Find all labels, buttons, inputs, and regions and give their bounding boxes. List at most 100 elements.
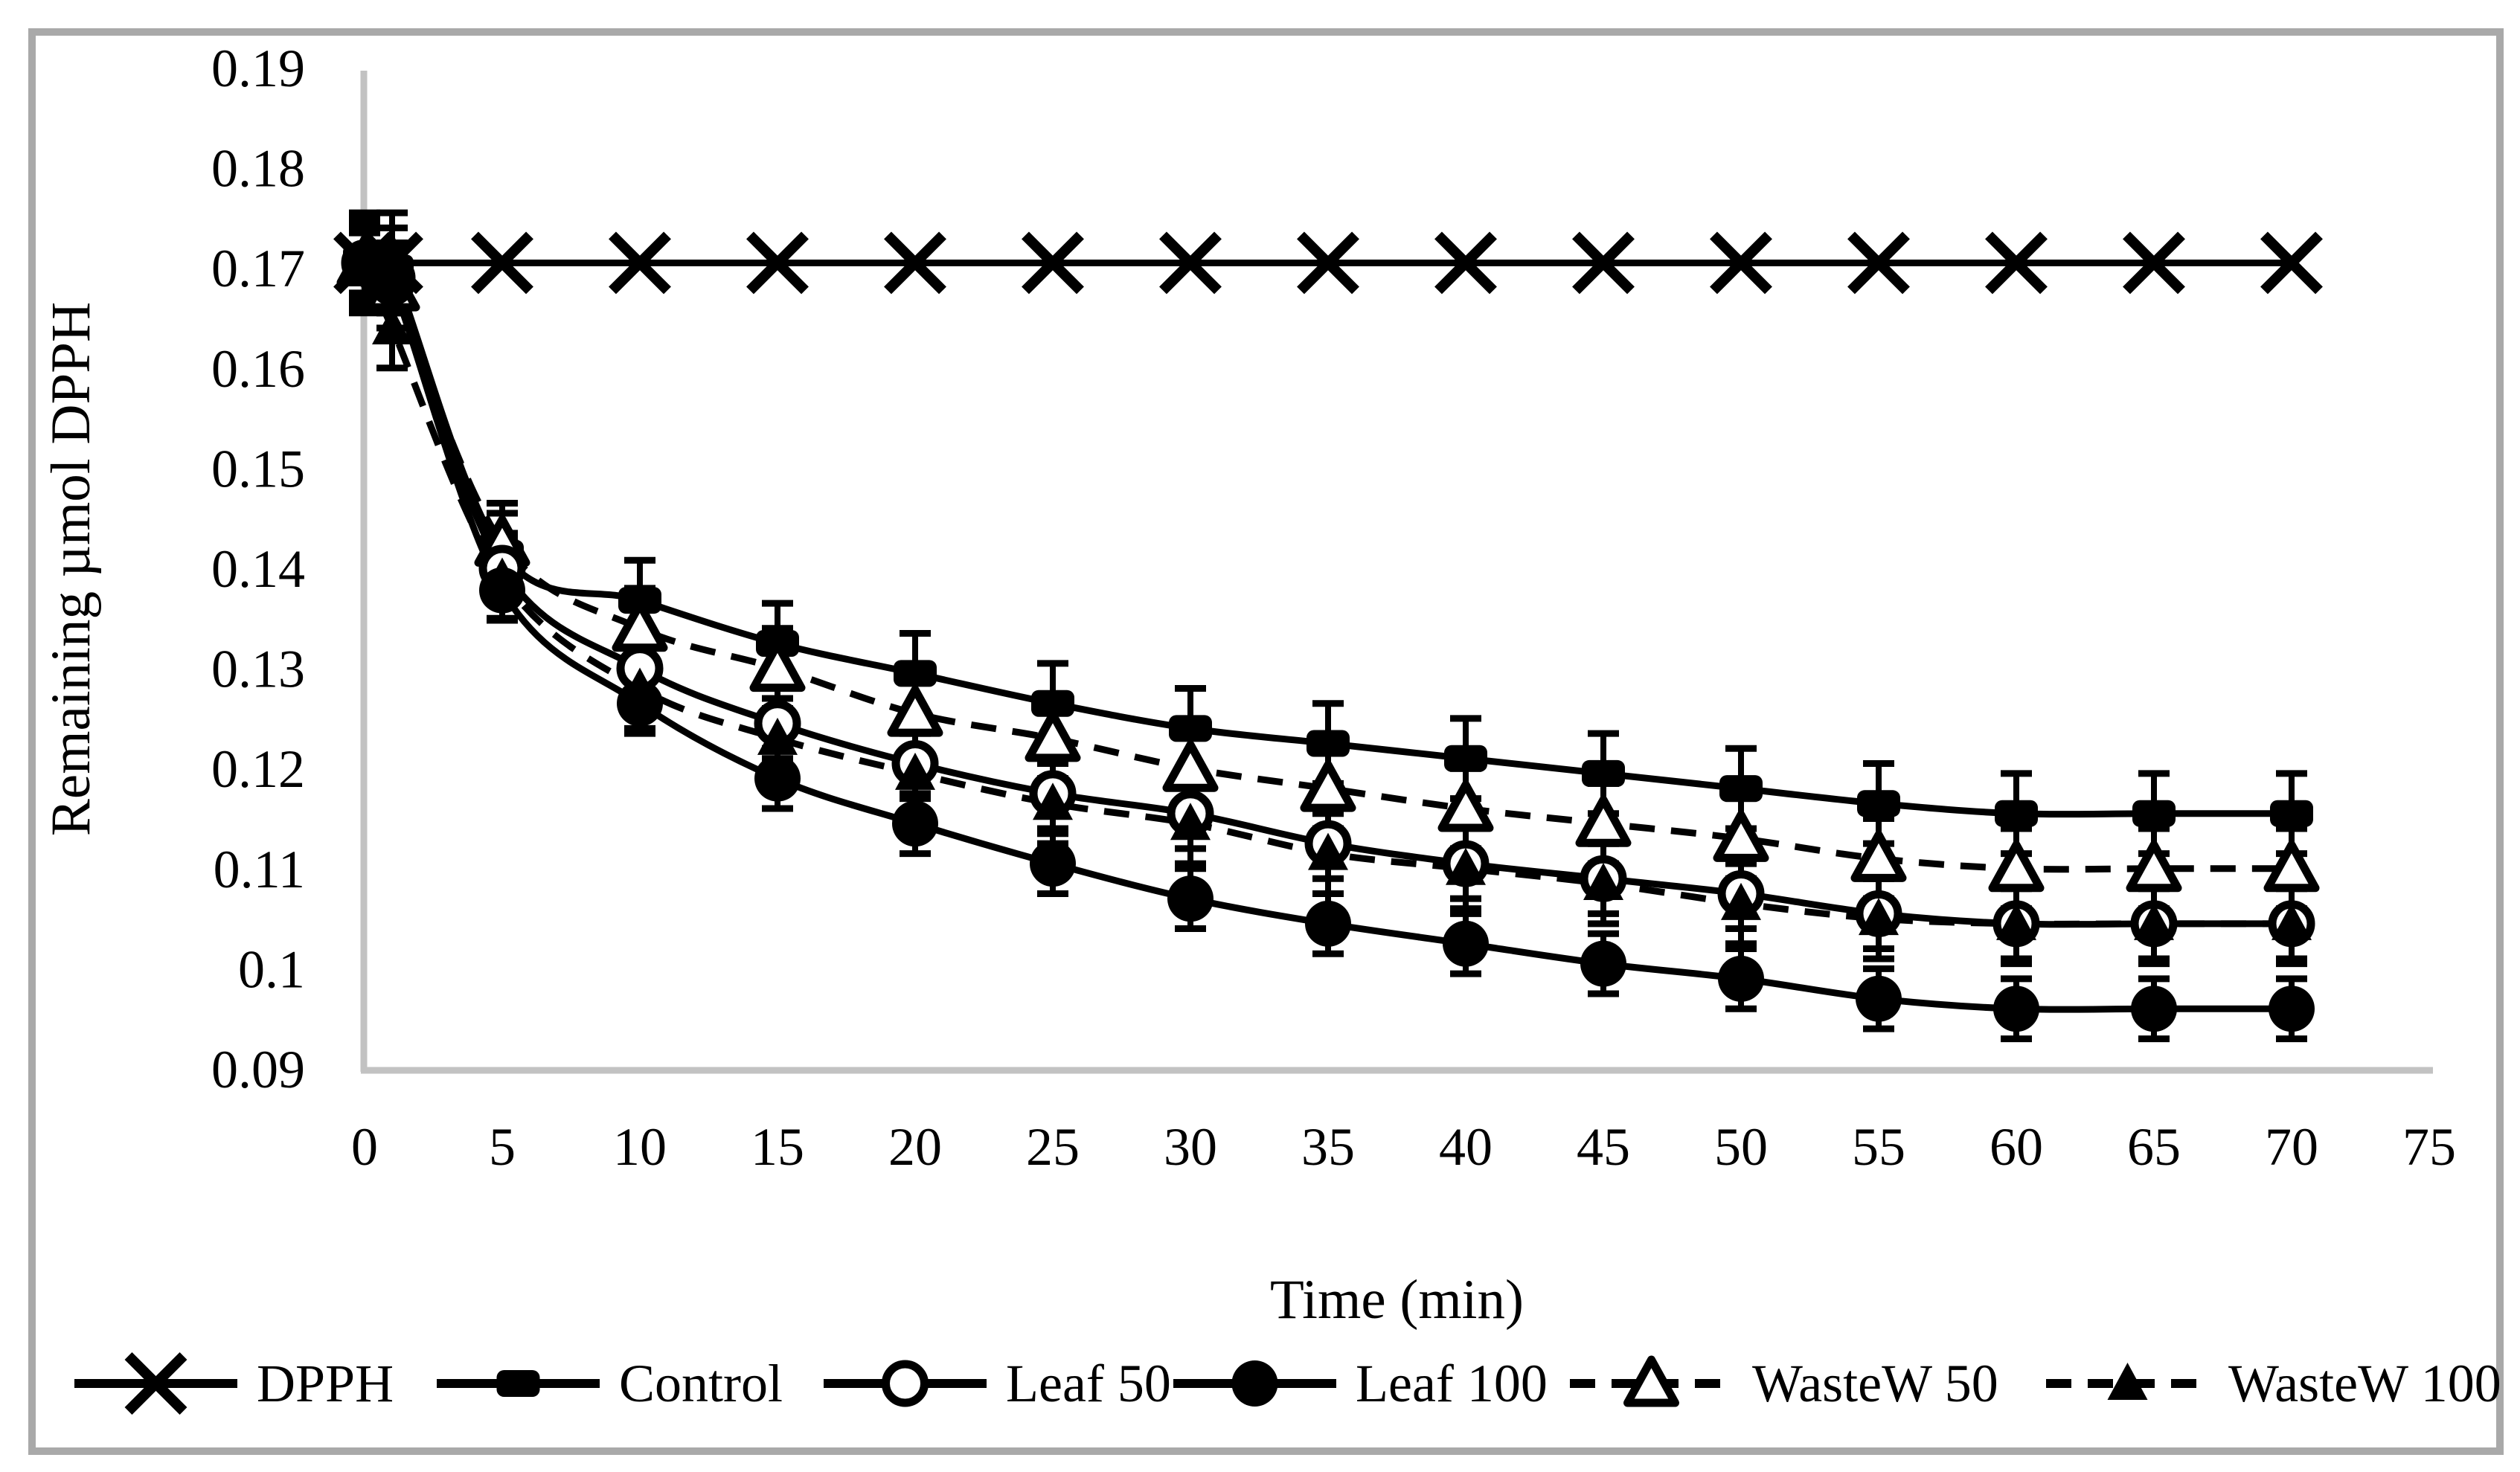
circle-marker (2269, 986, 2315, 1032)
triangle-open-marker (1988, 841, 2045, 893)
circle-marker (754, 755, 801, 802)
x-marker (1434, 231, 1497, 295)
circle-open-marker (882, 1360, 929, 1407)
circle-marker (1443, 920, 1489, 967)
x-axis-tick-label: 55 (1852, 1117, 1905, 1177)
triangle-open-marker (2263, 841, 2320, 893)
triangle-marker (2271, 902, 2312, 940)
circle-marker (1167, 875, 1213, 922)
legend-label: WasteW 100 (2228, 1354, 2501, 1413)
x-marker (1572, 231, 1635, 295)
y-axis-tick-label: 0.12 (211, 739, 305, 799)
square-marker (1031, 690, 1074, 717)
y-axis-tick-label: 0.13 (211, 640, 305, 699)
triangle-open-marker (1162, 740, 1219, 792)
x-axis-tick-label: 0 (351, 1117, 378, 1177)
x-marker (124, 1352, 187, 1415)
x-axis-tick-label: 5 (489, 1117, 516, 1177)
series-line-leaf-100 (362, 249, 2292, 1013)
square-marker (1582, 759, 1625, 787)
square-marker (2270, 800, 2313, 827)
triangle-marker (1446, 847, 1486, 885)
y-axis-tick-label: 0.18 (211, 139, 305, 199)
triangle-marker (1721, 882, 1761, 920)
circle-marker (1580, 940, 1626, 987)
x-axis-tick-label: 10 (613, 1117, 667, 1177)
triangle-open-marker (1575, 795, 1632, 847)
x-marker (609, 231, 671, 295)
legend-label: Control (619, 1354, 783, 1413)
x-marker (884, 231, 946, 295)
y-axis-tick-label: 0.09 (211, 1040, 305, 1099)
y-axis-tick-label: 0.19 (211, 39, 305, 98)
triangle-open-marker (2126, 841, 2182, 893)
y-axis-tick-label: 0.11 (214, 840, 305, 899)
series-markers-dpph (333, 231, 2323, 295)
triangle-open-marker (1850, 830, 1907, 882)
legend-label: WasteW 50 (1752, 1354, 1998, 1413)
legend-item-leaf-100: Leaf 100 (1173, 1354, 1548, 1413)
series-line-wastew-100 (361, 266, 2292, 928)
legend-label: Leaf 100 (1356, 1354, 1548, 1413)
circle-marker (1993, 986, 2039, 1032)
circle-marker (1305, 900, 1351, 947)
y-axis-tick-label: 0.17 (211, 239, 305, 298)
y-axis-title: Remaining µmol DPPH (40, 302, 102, 836)
x-axis-tick-label: 40 (1439, 1117, 1493, 1177)
triangle-open-marker (1025, 710, 1081, 762)
circle-marker (892, 800, 938, 847)
legend: DPPH Control Leaf 50 Leaf 100 WasteW 50 Waste… (74, 1352, 2501, 1415)
triangle-open-marker (1437, 780, 1494, 832)
x-axis-tick-label: 25 (1026, 1117, 1080, 1177)
x-axis-title: Time (min) (1270, 1269, 1524, 1331)
square-marker (1857, 790, 1900, 817)
x-axis-tick-label: 75 (2402, 1117, 2456, 1177)
triangle-open-marker (1623, 1355, 1679, 1407)
figure-border (28, 28, 2504, 1455)
square-marker (1169, 715, 1212, 742)
x-marker (1710, 231, 1772, 295)
x-axis-tick-label: 70 (2265, 1117, 2318, 1177)
y-axis-tick-label: 0.16 (211, 339, 305, 399)
series-line-wastew-50 (362, 256, 2292, 873)
circle-marker (1856, 975, 1902, 1022)
triangle-marker (1583, 862, 1623, 900)
x-marker (361, 231, 423, 295)
x-axis-tick-label: 20 (888, 1117, 942, 1177)
square-marker (1995, 800, 2038, 827)
x-marker (1985, 231, 2048, 295)
triangle-open-marker (749, 640, 806, 692)
legend-item-dpph: DPPH (74, 1352, 394, 1415)
series-lines (361, 240, 2292, 1013)
circle-marker (1030, 841, 1076, 887)
legend-item-wastew-50: WasteW 50 (1570, 1354, 1998, 1413)
x-marker (1159, 231, 1222, 295)
y-axis-tick-label: 0.14 (211, 539, 305, 599)
x-axis-tick-label: 45 (1577, 1117, 1630, 1177)
circle-marker (2131, 986, 2177, 1032)
square-marker (1719, 775, 1763, 803)
x-axis-tick-label: 60 (1990, 1117, 2043, 1177)
x-marker (2123, 231, 2185, 295)
legend-label: Leaf 50 (1006, 1354, 1171, 1413)
x-axis-tick-label: 15 (751, 1117, 804, 1177)
x-marker (1847, 231, 1910, 295)
square-marker (1307, 730, 1350, 757)
x-axis-tick-label: 35 (1301, 1117, 1355, 1177)
series-markers-control (343, 244, 2313, 827)
triangle-marker (2134, 902, 2174, 940)
legend-item-wastew-100: WasteW 100 (2046, 1354, 2501, 1413)
x-marker (746, 231, 809, 295)
legend-item-leaf-50: Leaf 50 (824, 1354, 1171, 1413)
x-marker (2260, 231, 2323, 295)
square-marker (618, 587, 661, 614)
triangle-marker (372, 306, 412, 344)
x-marker (333, 231, 396, 295)
x-axis-tick-label: 65 (2127, 1117, 2181, 1177)
legend-item-control: Control (437, 1354, 783, 1413)
triangle-marker (2107, 1363, 2148, 1400)
series-line-control (361, 240, 2292, 818)
triangle-marker (1170, 803, 1211, 841)
